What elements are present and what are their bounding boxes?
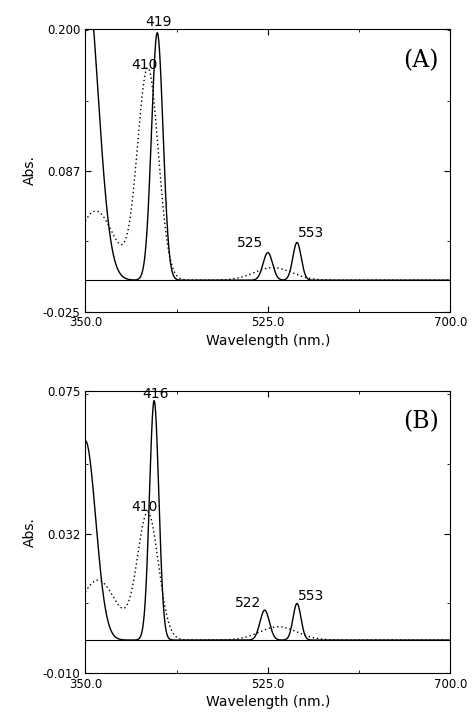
Text: 522: 522 (235, 596, 262, 610)
Text: 416: 416 (142, 387, 168, 400)
Text: 410: 410 (132, 500, 158, 513)
Y-axis label: Abs.: Abs. (23, 156, 37, 185)
Text: (B): (B) (403, 411, 439, 434)
Text: (A): (A) (403, 49, 438, 72)
X-axis label: Wavelength (nm.): Wavelength (nm.) (206, 334, 330, 348)
X-axis label: Wavelength (nm.): Wavelength (nm.) (206, 695, 330, 710)
Text: 553: 553 (298, 589, 324, 603)
Y-axis label: Abs.: Abs. (23, 517, 37, 547)
Text: 525: 525 (237, 237, 264, 251)
Text: 419: 419 (145, 15, 172, 30)
Text: 553: 553 (298, 227, 324, 240)
Text: 410: 410 (132, 58, 158, 72)
